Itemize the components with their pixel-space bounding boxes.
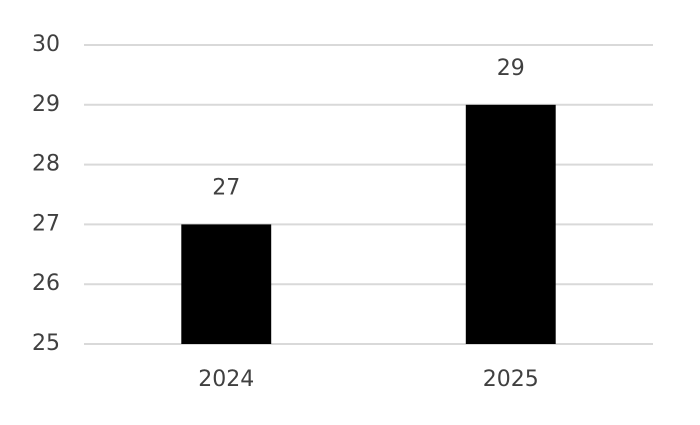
- x-tick-label: 2024: [198, 367, 254, 392]
- data-label: 29: [497, 56, 525, 81]
- y-tick-label: 30: [32, 32, 60, 57]
- x-tick-label: 2025: [483, 367, 539, 392]
- bar: [181, 224, 272, 344]
- y-tick-label: 25: [32, 331, 60, 356]
- y-tick-label: 28: [32, 152, 60, 177]
- y-tick-label: 27: [32, 211, 60, 236]
- bar: [465, 104, 556, 344]
- y-tick-label: 26: [32, 271, 60, 296]
- y-tick-label: 29: [32, 92, 60, 117]
- data-label: 27: [212, 175, 240, 200]
